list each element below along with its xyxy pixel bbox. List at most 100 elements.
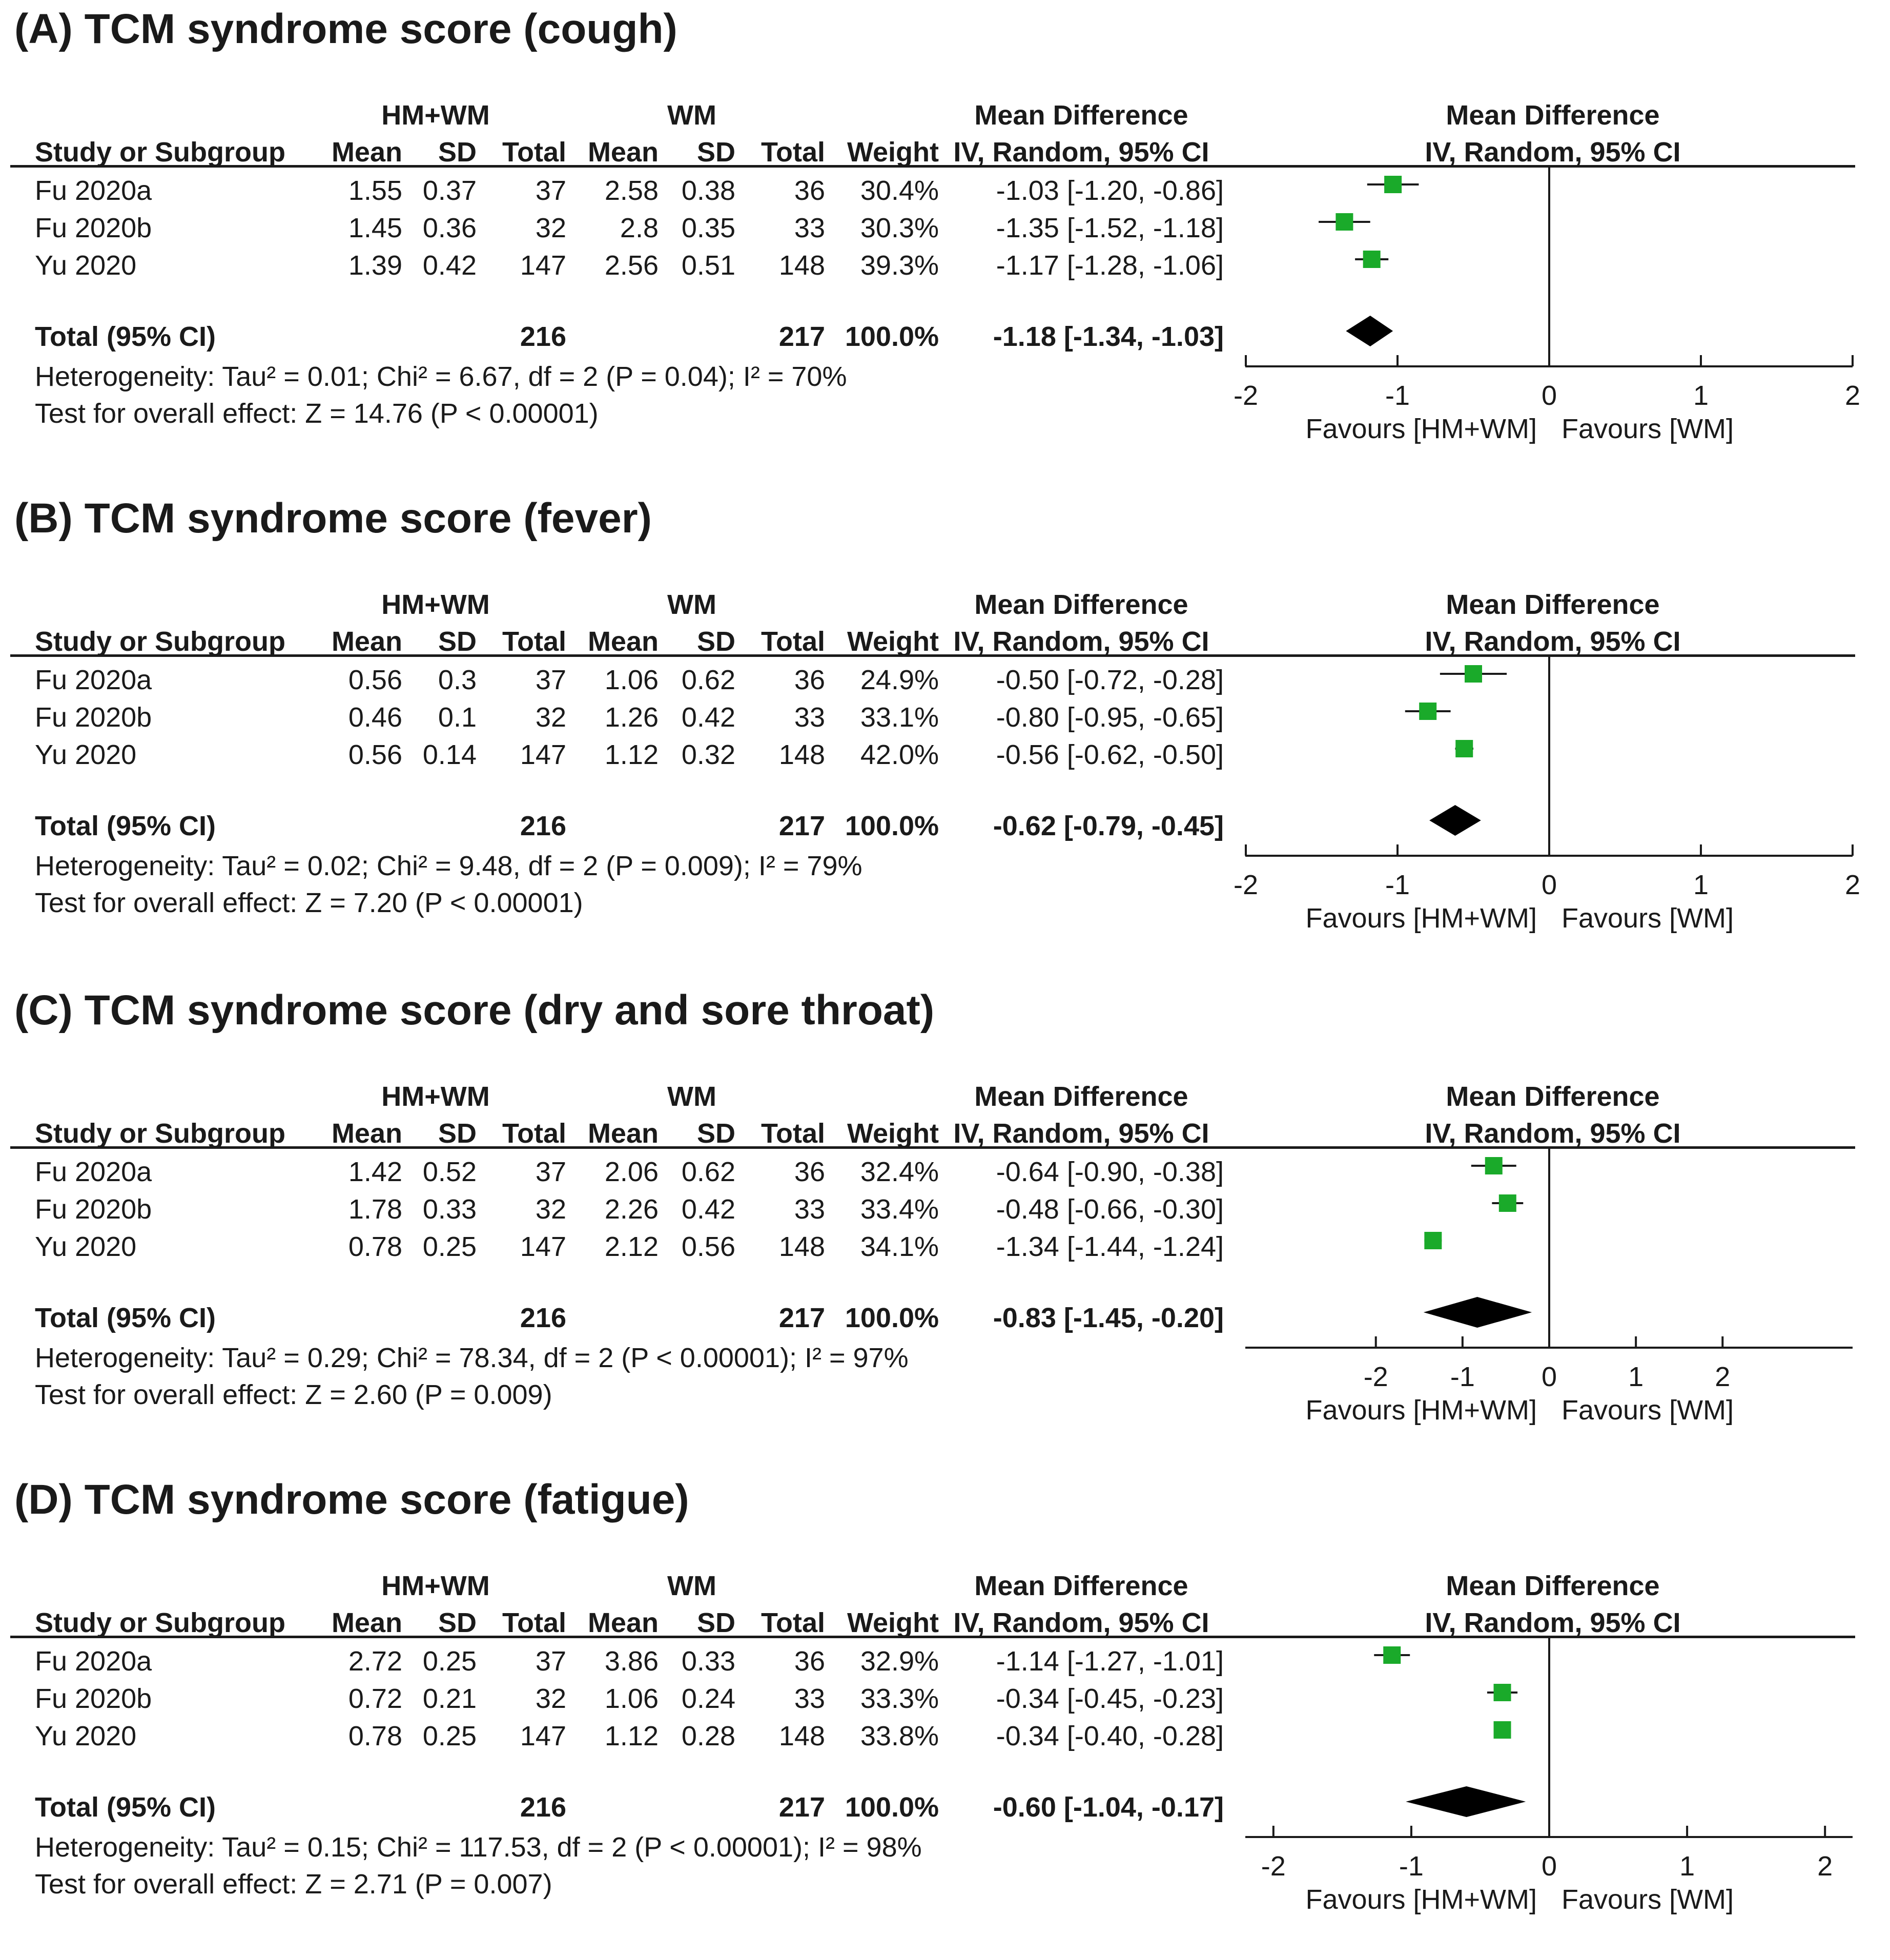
group-header-wm: WM: [667, 100, 716, 131]
hm-wm-total: 37: [535, 1646, 566, 1677]
wm-total: 36: [794, 665, 825, 695]
wm-total-n: 217: [778, 321, 825, 352]
wm-mean: 1.06: [604, 665, 659, 695]
hm-wm-total-n: 216: [520, 321, 566, 352]
total-ci: -1.18 [-1.34, -1.03]: [993, 321, 1224, 352]
wm-sd: 0.42: [681, 1194, 735, 1225]
wm-total: 33: [794, 213, 825, 243]
col-header-mean: Mean: [331, 1118, 402, 1149]
wm-mean: 2.8: [620, 213, 659, 243]
x-tick-label: 0: [1542, 380, 1557, 411]
wm-mean: 2.06: [604, 1157, 659, 1187]
hm-wm-mean: 0.78: [348, 1721, 402, 1751]
heterogeneity-text: Heterogeneity: Tau² = 0.02; Chi² = 9.48,…: [35, 851, 862, 881]
panel-title: (B) TCM syndrome score (fever): [14, 495, 652, 542]
study-ci: -1.17 [-1.28, -1.06]: [996, 250, 1224, 281]
x-tick-label: -2: [1364, 1361, 1388, 1392]
col-header-ci: IV, Random, 95% CI: [953, 137, 1209, 168]
wm-sd: 0.38: [681, 175, 735, 206]
total-diamond: [1406, 1786, 1526, 1817]
study-point: [1498, 1194, 1516, 1212]
hm-wm-mean: 1.42: [348, 1157, 402, 1187]
col-header-mean: Mean: [331, 626, 402, 657]
header-rule: [10, 165, 1855, 168]
study-weight: 33.4%: [860, 1194, 939, 1225]
hm-wm-sd: 0.52: [422, 1157, 477, 1187]
col-header-study: Study or Subgroup: [35, 1118, 285, 1149]
favours-right-label: Favours [WM]: [1562, 414, 1734, 444]
wm-mean: 1.26: [604, 702, 659, 733]
col-header-total: Total: [761, 1118, 825, 1149]
study-name: Fu 2020b: [35, 702, 152, 733]
study-weight: 24.9%: [860, 665, 939, 695]
hm-wm-sd: 0.37: [422, 175, 477, 206]
hm-wm-total: 37: [535, 175, 566, 206]
hm-wm-sd: 0.3: [438, 665, 477, 695]
wm-sd: 0.51: [681, 250, 735, 281]
study-name: Yu 2020: [35, 1231, 137, 1262]
study-ci: -1.03 [-1.20, -0.86]: [996, 175, 1224, 206]
wm-sd: 0.62: [681, 1157, 735, 1187]
col-header-total: Total: [502, 1607, 566, 1638]
study-weight: 33.8%: [860, 1721, 939, 1751]
study-name: Yu 2020: [35, 739, 137, 770]
wm-total: 36: [794, 1157, 825, 1187]
x-tick-label: 2: [1715, 1361, 1730, 1392]
hm-wm-total: 32: [535, 213, 566, 243]
study-weight: 33.1%: [860, 702, 939, 733]
hm-wm-sd: 0.33: [422, 1194, 477, 1225]
x-tick-label: 2: [1845, 870, 1860, 900]
hm-wm-sd: 0.1: [438, 702, 477, 733]
x-tick-label: 2: [1845, 380, 1860, 411]
hm-wm-total: 32: [535, 702, 566, 733]
header-rule: [10, 654, 1855, 657]
col-header-ci-plot: IV, Random, 95% CI: [1425, 626, 1681, 657]
study-point: [1455, 740, 1473, 757]
study-point: [1363, 251, 1381, 268]
wm-sd: 0.35: [681, 213, 735, 243]
overall-effect-text: Test for overall effect: Z = 14.76 (P < …: [35, 398, 599, 429]
group-header-hm-wm: HM+WM: [381, 1081, 490, 1112]
total-ci: -0.83 [-1.45, -0.20]: [993, 1303, 1224, 1333]
favours-left-label: Favours [HM+WM]: [1305, 1395, 1537, 1426]
header-rule: [10, 1636, 1855, 1638]
md-header-table: Mean Difference: [974, 589, 1188, 620]
header-rule: [10, 1146, 1855, 1149]
hm-wm-mean: 1.39: [348, 250, 402, 281]
study-weight: 33.3%: [860, 1683, 939, 1714]
x-tick-label: -1: [1450, 1361, 1475, 1392]
group-header-hm-wm: HM+WM: [381, 589, 490, 620]
col-header-total: Total: [502, 626, 566, 657]
hm-wm-total: 147: [520, 1231, 566, 1262]
group-header-wm: WM: [667, 1571, 716, 1601]
hm-wm-sd: 0.21: [422, 1683, 477, 1714]
wm-mean: 2.12: [604, 1231, 659, 1262]
group-header-hm-wm: HM+WM: [381, 100, 490, 131]
total-weight: 100.0%: [845, 1792, 939, 1823]
col-header-mean: Mean: [331, 1607, 402, 1638]
study-weight: 32.9%: [860, 1646, 939, 1677]
study-name: Fu 2020a: [35, 665, 152, 695]
x-tick-label: 0: [1542, 1361, 1557, 1392]
favours-left-label: Favours [HM+WM]: [1305, 903, 1537, 934]
col-header-weight: Weight: [847, 1118, 939, 1149]
study-ci: -0.80 [-0.95, -0.65]: [996, 702, 1224, 733]
wm-total-n: 217: [778, 811, 825, 841]
hm-wm-mean: 2.72: [348, 1646, 402, 1677]
x-tick-label: -1: [1385, 380, 1410, 411]
col-header-sd: SD: [696, 137, 735, 168]
wm-total: 148: [778, 1231, 825, 1262]
forest-plot: -2 -1 0 1 2 Favours [HM+WM] Favours [WM]: [1234, 654, 1860, 934]
col-header-ci-plot: IV, Random, 95% CI: [1425, 1607, 1681, 1638]
study-weight: 30.3%: [860, 213, 939, 243]
wm-mean: 1.12: [604, 1721, 659, 1751]
study-point: [1336, 213, 1353, 231]
hm-wm-mean: 1.45: [348, 213, 402, 243]
hm-wm-total: 147: [520, 739, 566, 770]
study-name: Fu 2020b: [35, 1683, 152, 1714]
x-tick-label: -1: [1385, 870, 1410, 900]
favours-right-label: Favours [WM]: [1562, 1395, 1734, 1426]
study-point: [1493, 1721, 1511, 1739]
md-header-table: Mean Difference: [974, 1081, 1188, 1112]
group-header-wm: WM: [667, 589, 716, 620]
